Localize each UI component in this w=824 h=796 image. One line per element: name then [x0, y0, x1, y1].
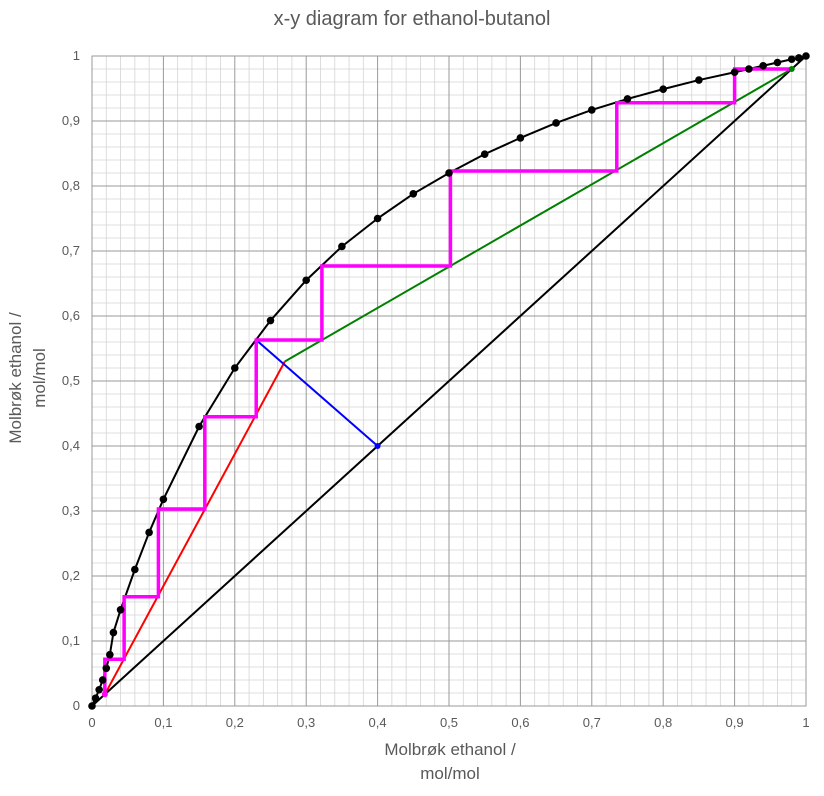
- x-axis-title-line-2: mol/mol: [420, 764, 480, 783]
- x-axis-title-line-1: Molbrøk ethanol /: [384, 740, 516, 759]
- x-tick-label: 0,2: [226, 715, 244, 730]
- y-tick-label: 1: [73, 48, 80, 63]
- x-tick-label: 0: [88, 715, 95, 730]
- data-point: [145, 528, 153, 537]
- y-axis-title-line-1: Molbrøk ethanol /: [6, 312, 25, 444]
- data-point: [231, 364, 239, 372]
- y-axis-title: Molbrøk ethanol / mol/mol: [4, 278, 52, 478]
- data-point: [266, 316, 275, 325]
- x-tick-label: 0,3: [297, 715, 315, 730]
- data-point: [338, 242, 346, 251]
- x-tick-label: 0,9: [726, 715, 744, 730]
- y-tick-label: 0,7: [62, 243, 80, 258]
- y-tick-labels: 0 0,1 0,2 0,3 0,4 0,5 0,6 0,7 0,8 0,9 1: [62, 48, 80, 713]
- data-point: [159, 495, 168, 504]
- data-point: [516, 134, 525, 142]
- x-tick-label: 1: [802, 715, 809, 730]
- chart-title: x-y diagram for ethanol-butanol: [273, 8, 551, 30]
- data-point: [695, 76, 703, 84]
- y-tick-label: 0,8: [62, 178, 80, 193]
- bottoms-point-marker: [101, 691, 108, 698]
- data-point: [759, 61, 767, 70]
- data-point: [98, 676, 107, 684]
- x-tick-label: 0,4: [369, 715, 387, 730]
- y-tick-label: 0,4: [62, 438, 80, 453]
- x-tick-label: 0,7: [583, 715, 601, 730]
- y-tick-label: 0,2: [62, 568, 80, 583]
- data-point: [445, 169, 453, 177]
- y-tick-label: 0,9: [62, 113, 80, 128]
- series-line-3: [284, 68, 793, 363]
- data-point: [88, 702, 96, 710]
- data-point: [787, 55, 796, 64]
- x-tick-label: 0,6: [511, 715, 529, 730]
- data-point: [623, 95, 632, 103]
- data-point: [552, 119, 560, 127]
- data-point: [102, 664, 111, 673]
- y-tick-label: 0,5: [62, 373, 80, 388]
- data-point: [116, 606, 125, 614]
- series-line-5: [103, 67, 792, 695]
- x-axis-title: Molbrøk ethanol / mol/mol: [350, 738, 550, 786]
- y-tick-label: 0,1: [62, 633, 80, 648]
- x-tick-label: 0,5: [440, 715, 458, 730]
- data-point: [91, 694, 100, 702]
- marker-layer: [88, 52, 810, 710]
- data-point: [588, 106, 596, 114]
- data-point: [659, 85, 667, 93]
- data-point: [131, 565, 139, 574]
- series-line-1: [91, 55, 807, 707]
- data-point: [302, 276, 311, 285]
- feed-point-marker: [374, 443, 381, 449]
- data-point: [773, 58, 782, 67]
- data-point: [730, 68, 739, 77]
- data-point: [95, 685, 103, 694]
- data-point: [745, 65, 753, 73]
- x-tick-label: 0,8: [654, 715, 672, 730]
- data-point: [480, 150, 489, 158]
- y-axis-title-line-2: mol/mol: [30, 348, 49, 408]
- data-point: [409, 190, 418, 198]
- series-line-4: [255, 339, 379, 447]
- x-tick-labels: 0 0,1 0,2 0,3 0,4 0,5 0,6 0,7 0,8 0,9 1: [88, 715, 809, 730]
- plot-border: [91, 55, 807, 707]
- major-gridlines: [91, 55, 807, 707]
- data-point: [195, 422, 203, 431]
- y-tick-label: 0,3: [62, 503, 80, 518]
- x-tick-label: 0,1: [154, 715, 172, 730]
- y-tick-label: 0: [73, 698, 80, 713]
- data-point: [795, 54, 803, 62]
- data-point: [802, 52, 810, 60]
- data-point: [106, 650, 114, 659]
- data-point: [109, 628, 118, 637]
- y-tick-label: 0,6: [62, 308, 80, 323]
- distillate-point-marker: [788, 66, 795, 72]
- data-point: [373, 214, 382, 223]
